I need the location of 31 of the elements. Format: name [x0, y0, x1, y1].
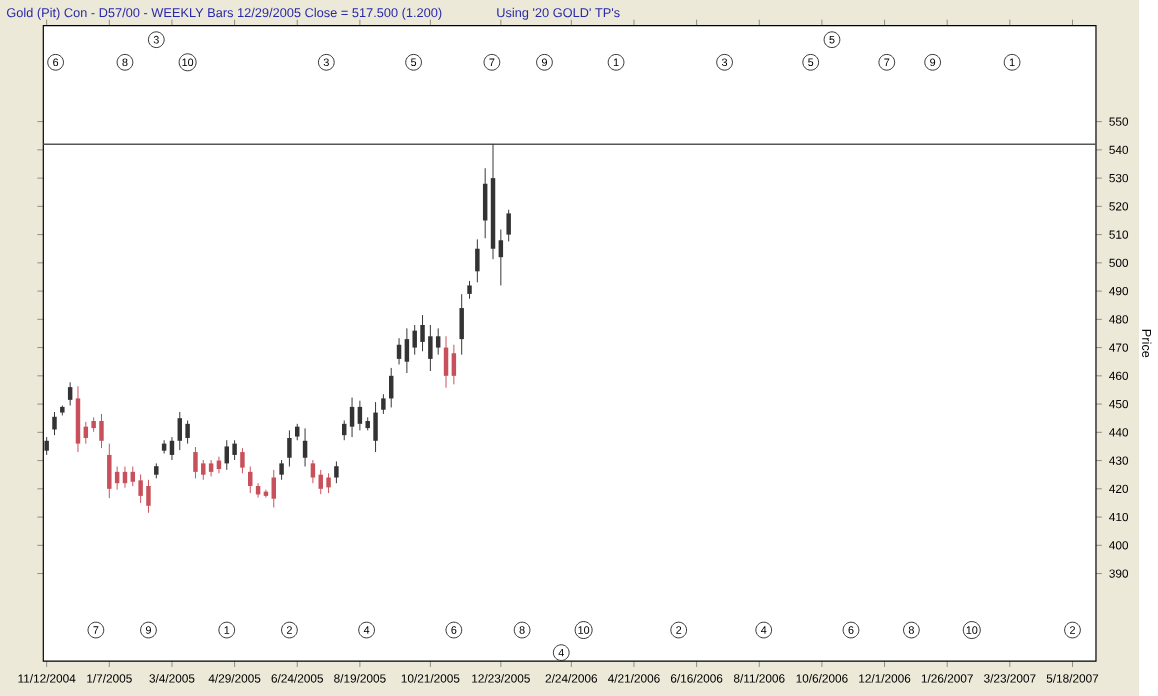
- candlestick: [52, 411, 57, 436]
- candlestick: [404, 327, 410, 374]
- candlestick: [99, 413, 104, 449]
- candlestick: [349, 396, 355, 438]
- candlestick: [506, 209, 511, 242]
- candlestick: [326, 472, 331, 494]
- candlestick: [146, 479, 151, 514]
- candlestick: [318, 469, 323, 495]
- candlestick: [232, 439, 237, 461]
- candlestick: [459, 293, 464, 355]
- candlestick: [451, 344, 457, 385]
- candlestick: [475, 238, 480, 283]
- candlestick: [67, 381, 73, 406]
- candlestick: [107, 442, 112, 499]
- candlestick: [420, 314, 425, 352]
- candlestick: [310, 459, 316, 484]
- candlestick: [373, 401, 378, 453]
- candlestick: [185, 419, 190, 444]
- candlestick: [193, 446, 198, 479]
- candlestick: [177, 411, 183, 451]
- candlestick: [138, 473, 143, 504]
- candlestick: [435, 327, 441, 355]
- candlestick: [381, 393, 386, 415]
- candlestick: [75, 385, 81, 453]
- candlestick: [287, 429, 292, 467]
- candlestick: [240, 447, 245, 474]
- candlestick: [428, 324, 433, 372]
- candlestick: [201, 459, 206, 481]
- candlestick: [279, 459, 284, 481]
- candlestick: [334, 460, 339, 484]
- candlestick: [412, 324, 417, 355]
